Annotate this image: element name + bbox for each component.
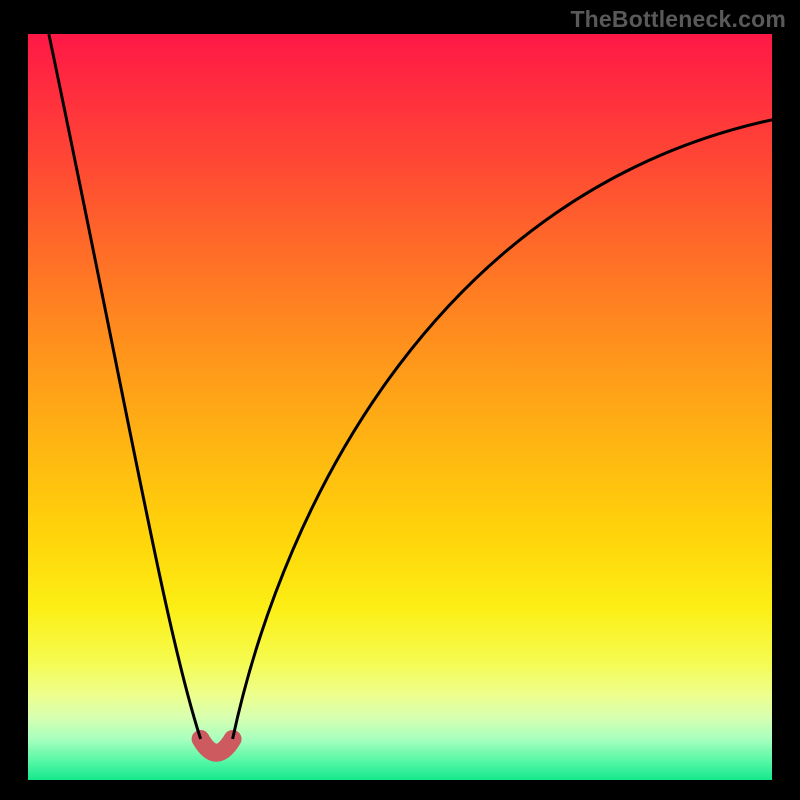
bottleneck-curve-chart xyxy=(28,34,772,780)
gradient-background xyxy=(28,34,772,780)
watermark-text: TheBottleneck.com xyxy=(570,6,786,33)
chart-frame: TheBottleneck.com xyxy=(0,0,800,800)
